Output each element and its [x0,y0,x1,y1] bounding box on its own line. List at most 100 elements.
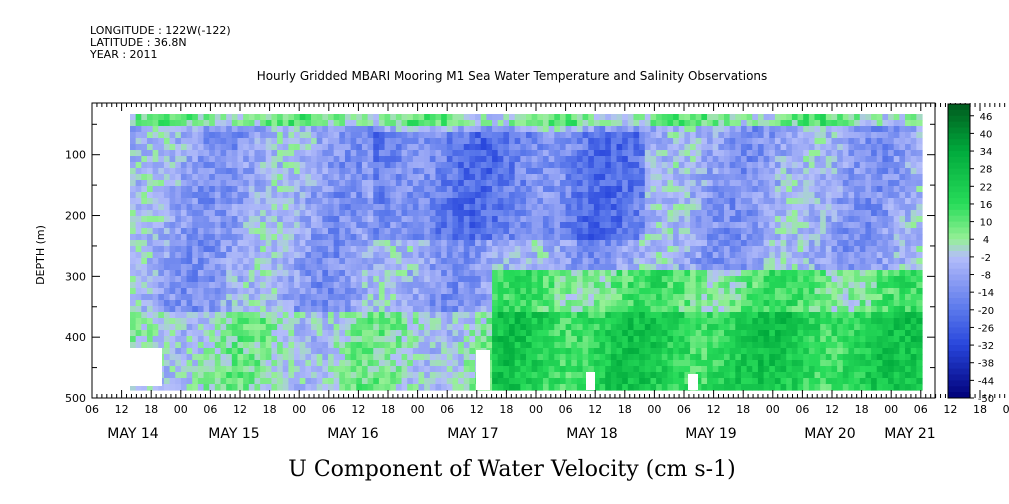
heatmap-cell [412,216,420,223]
heatmap-cell [311,162,318,169]
heatmap-cell [339,360,346,367]
heatmap-cell [622,342,629,349]
heatmap-cell [475,186,482,193]
heatmap-cell [209,324,216,331]
heatmap-cell [407,228,414,235]
heatmap-cell [130,210,137,217]
heatmap-cell [254,174,261,181]
heatmap-cell [503,144,510,151]
heatmap-cell [390,132,397,139]
heatmap-cell [695,216,702,223]
heatmap-cell [277,246,284,253]
heatmap-cell [248,372,256,379]
heatmap-cell [469,222,476,229]
heatmap-cell [175,294,182,301]
heatmap-cell [328,204,335,211]
heatmap-cell [712,300,719,307]
heatmap-cell [673,168,680,175]
heatmap-cell [446,366,454,373]
heatmap-cell [548,180,555,187]
heatmap-cell [373,246,380,253]
heatmap-cell [537,276,544,283]
heatmap-cell [718,180,725,187]
heatmap-cell [475,258,482,265]
heatmap-cell [333,156,340,163]
heatmap-cell [678,246,685,253]
heatmap-cell [509,228,516,235]
heatmap-cell [412,384,420,391]
heatmap-cell [180,378,188,385]
heatmap-cell [220,186,227,193]
heatmap-cell [356,318,363,325]
heatmap-cell [503,336,510,343]
heatmap-cell [610,156,618,163]
heatmap-cell [571,306,578,313]
heatmap-cell [616,222,623,229]
heatmap-cell [192,270,199,277]
heatmap-cell [475,198,482,205]
heatmap-cell [667,126,674,133]
heatmap-cell [582,126,589,133]
heatmap-cell [633,288,640,295]
heatmap-cell [480,144,487,151]
heatmap-cell [452,240,459,247]
heatmap-cell [695,276,702,283]
heatmap-cell [571,240,578,247]
heatmap-cell [294,120,301,127]
heatmap-cell [356,252,363,259]
heatmap-cell [322,204,329,211]
heatmap-cell [186,222,193,229]
heatmap-cell [712,264,719,271]
heatmap-cell [152,294,159,301]
heatmap-cell [316,120,323,127]
heatmap-cell [565,258,572,265]
heatmap-cell [548,210,555,217]
heatmap-cell [441,312,448,319]
heatmap-cell [407,258,414,265]
heatmap-cell [350,126,357,133]
heatmap-cell [158,336,165,343]
heatmap-cell [616,120,623,127]
heatmap-cell [378,156,386,163]
heatmap-cell [531,246,538,253]
heatmap-cell [237,138,244,145]
heatmap-cell [729,318,736,325]
heatmap-cell [656,300,663,307]
heatmap-cell [593,198,601,205]
heatmap-cell [650,366,657,373]
heatmap-cell [175,186,182,193]
heatmap-cell [707,366,714,373]
heatmap-cell [265,138,273,145]
heatmap-cell [673,144,680,151]
heatmap-cell [220,240,227,247]
heatmap-cell [192,132,199,139]
heatmap-cell [548,264,555,271]
heatmap-cell [350,324,357,331]
heatmap-cell [441,330,448,337]
heatmap-cell [605,312,612,319]
heatmap-cell [514,324,521,331]
heatmap-cell [492,150,499,157]
heatmap-cell [361,222,369,229]
heatmap-cell [271,126,278,133]
heatmap-cell [707,144,714,151]
heatmap-cell [322,162,329,169]
heatmap-cell [209,312,216,319]
heatmap-cell [282,132,289,139]
heatmap-cell [492,276,499,283]
heatmap-cell [373,366,380,373]
heatmap-cell [197,324,205,331]
heatmap-cell [231,264,239,271]
heatmap-cell [344,384,352,391]
heatmap-cell [667,282,674,289]
heatmap-cell [141,240,148,247]
heatmap-cell [316,324,323,331]
heatmap-cell [390,186,397,193]
heatmap-cell [673,246,680,253]
heatmap-cell [197,372,205,379]
heatmap-cell [503,318,510,325]
heatmap-cell [271,186,278,193]
heatmap-cell [311,192,318,199]
heatmap-cell [130,258,137,265]
heatmap-cell [294,342,301,349]
